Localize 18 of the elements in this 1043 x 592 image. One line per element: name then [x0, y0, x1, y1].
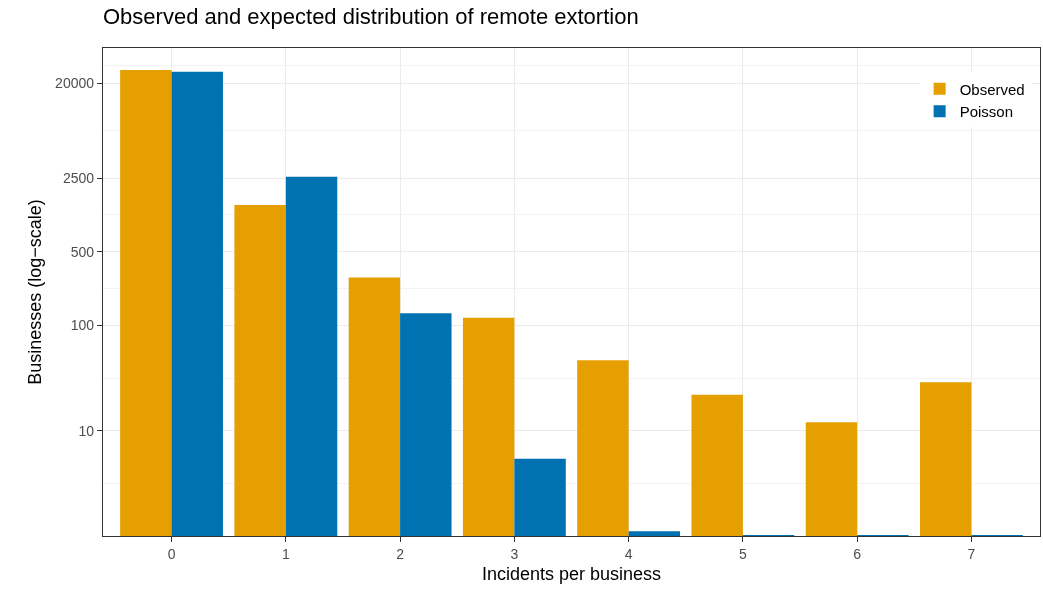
x-tick-label: 7	[967, 545, 976, 562]
x-axis-title: Incidents per business	[481, 564, 662, 585]
y-tick-label: 2500	[62, 170, 95, 187]
x-tick-label: 5	[739, 545, 747, 562]
y-axis-title: Businesses (log−scale)	[25, 199, 46, 385]
x-tick-label: 3	[510, 545, 519, 562]
legend-label: Poisson	[959, 103, 1014, 120]
y-tick-label: 20000	[55, 74, 95, 91]
x-tick-label: 2	[396, 545, 405, 562]
y-tick-label: 500	[70, 243, 95, 260]
x-tick-label: 1	[281, 545, 290, 562]
x-tick-label: 0	[167, 545, 176, 562]
x-tick-label: 6	[853, 545, 862, 562]
y-tick-label: 10	[78, 422, 95, 439]
legend-label: Observed	[959, 80, 1025, 98]
y-tick-label: 100	[70, 317, 95, 334]
x-tick-label: 4	[624, 545, 633, 562]
chart-title: Observed and expected distribution of remote extortion	[103, 4, 639, 30]
